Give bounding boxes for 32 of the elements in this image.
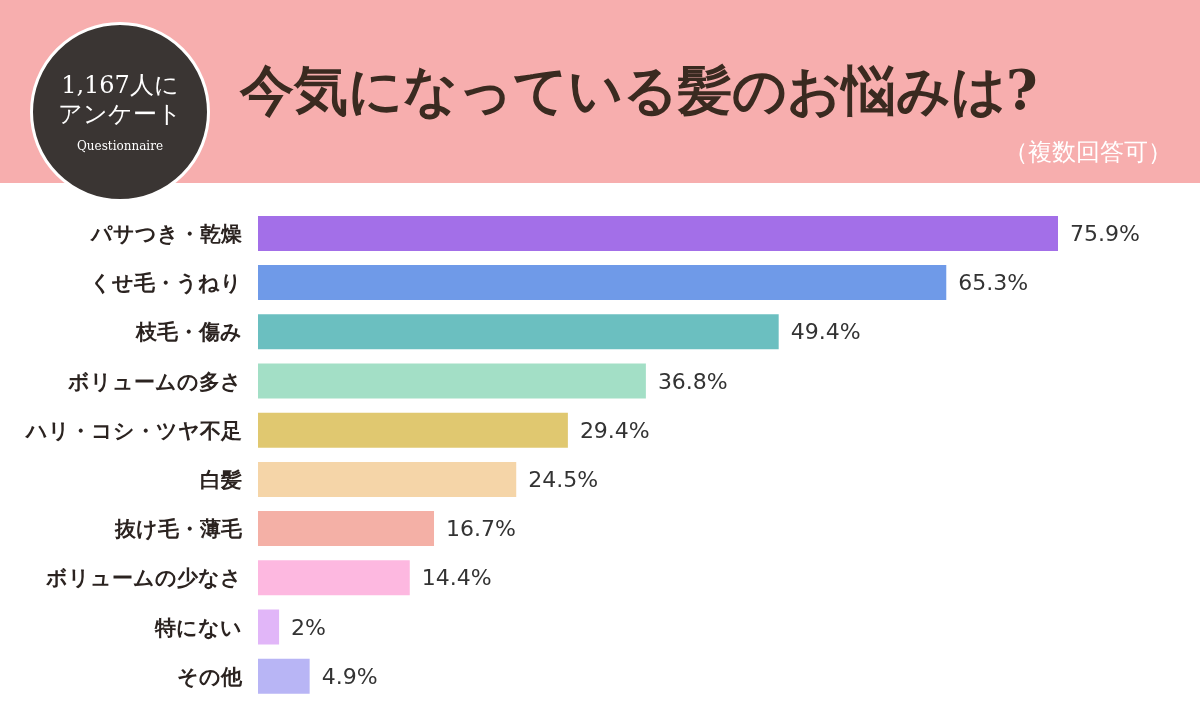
bar — [258, 215, 1058, 251]
data-label: 75.9% — [1070, 221, 1140, 247]
data-label: 36.8% — [657, 368, 728, 394]
chart-title: 今気になっている髪のお悩みは? — [240, 57, 1039, 124]
y-tick-label: ハリ・コシ・ツヤ不足 — [24, 418, 242, 443]
data-label: 14.4% — [421, 565, 492, 591]
bar — [258, 314, 779, 350]
y-tick-label: 白髪 — [200, 467, 242, 492]
data-label: 16.7% — [446, 516, 516, 542]
data-label: 4.9% — [321, 663, 378, 689]
bar — [258, 609, 280, 645]
y-tick-label: ボリュームの少なさ — [45, 566, 242, 591]
y-tick-label: ボリュームの多さ — [67, 369, 242, 394]
y-tick-label: パサつき・乾燥 — [90, 221, 242, 246]
bar — [258, 461, 517, 497]
bar — [258, 560, 410, 596]
y-tick-label: 特にない — [154, 615, 242, 640]
bar — [258, 265, 947, 301]
data-label: 24.5% — [528, 467, 599, 493]
chart-subtitle: （複数回答可） — [1004, 137, 1172, 168]
bar — [258, 363, 646, 399]
bar — [258, 412, 568, 448]
y-tick-label: くせ毛・うねり — [90, 271, 242, 296]
data-label: 2% — [291, 614, 326, 640]
data-label: 29.4% — [579, 417, 650, 443]
data-label: 65.3% — [958, 270, 1029, 296]
y-tick-label: 枝毛・傷み — [135, 320, 242, 345]
y-tick-label: 抜け毛・薄毛 — [114, 517, 243, 542]
bar — [258, 511, 435, 547]
y-tick-label: その他 — [177, 664, 243, 689]
data-label: 49.4% — [790, 319, 861, 345]
bar — [258, 658, 310, 694]
